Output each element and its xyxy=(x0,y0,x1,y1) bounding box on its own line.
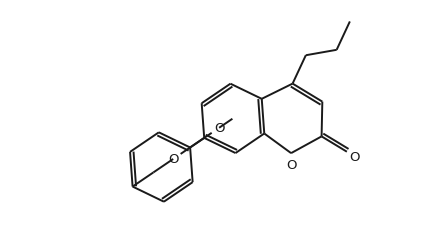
Text: O: O xyxy=(286,158,296,171)
Text: O: O xyxy=(349,150,360,163)
Text: O: O xyxy=(168,153,178,166)
Text: O: O xyxy=(214,122,224,135)
